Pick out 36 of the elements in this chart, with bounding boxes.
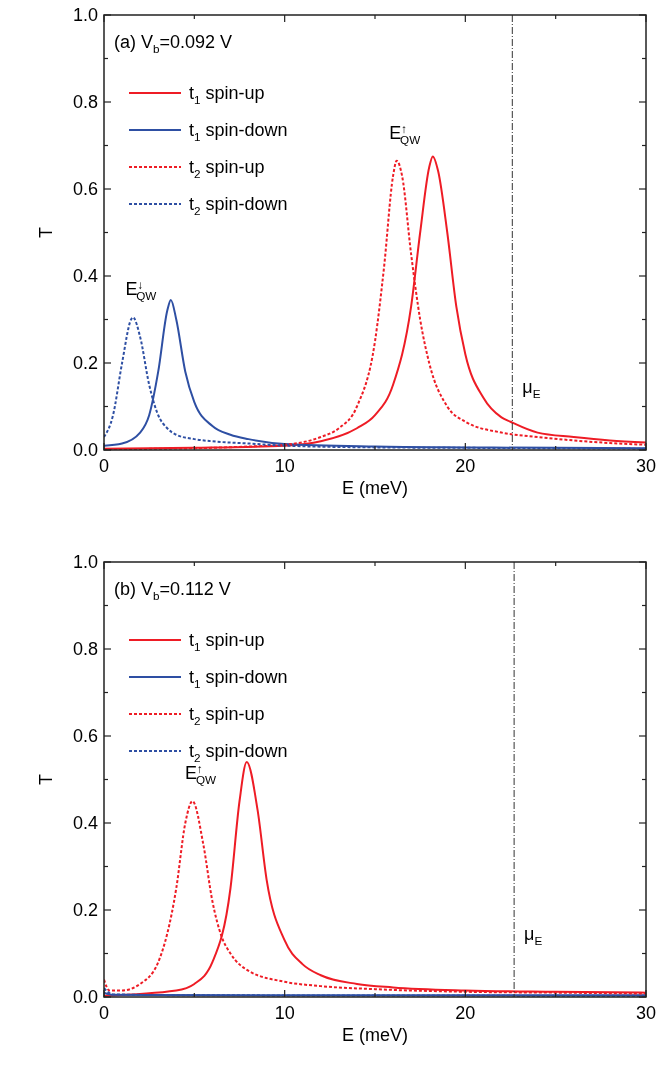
legend-label: t$_{1}$ spin-up: [189, 83, 265, 106]
y-tick-label: 0.8: [72, 639, 98, 659]
legend-label: t$_{1}$ spin-down: [189, 667, 288, 690]
legend-label: t$_{2}$ spin-up: [189, 704, 265, 727]
x-tick-label: 10: [274, 1003, 295, 1023]
y-tick-label: 0.4: [72, 813, 98, 833]
y-tick-label: 0.2: [72, 900, 98, 920]
x-axis-title: E (meV): [341, 1025, 409, 1045]
legend-label: t$_{2}$ spin-up: [189, 157, 265, 180]
y-tick-label: 0.8: [72, 92, 98, 112]
y-axis-title: T: [36, 774, 56, 785]
text: (a) V$_{b}$=0.092 V: [114, 32, 233, 55]
ref-line-label: μ$_{E}$: [524, 924, 543, 948]
x-tick-label: 10: [274, 456, 295, 476]
legend-label: t$_{1}$ spin-up: [189, 630, 265, 653]
y-tick-label: 0.2: [72, 353, 98, 373]
legend-label: t$_{2}$ spin-down: [189, 194, 288, 217]
y-tick-label: 1.0: [72, 552, 98, 572]
text: (b) V$_{b}$=0.112 V: [114, 579, 231, 602]
y-axis-title: T: [36, 227, 56, 238]
y-tick-label: 0.6: [72, 726, 98, 746]
legend-label: t$_{1}$ spin-down: [189, 120, 288, 143]
y-tick-label: 0.0: [72, 987, 98, 1007]
x-tick-label: 30: [635, 1003, 657, 1023]
y-tick-label: 0.4: [72, 266, 98, 286]
x-tick-label: 0: [98, 1003, 110, 1023]
x-tick-label: 30: [635, 456, 657, 476]
y-tick-label: 0.6: [72, 179, 98, 199]
legend-label: t$_{2}$ spin-down: [189, 741, 288, 764]
y-tick-label: 1.0: [72, 5, 98, 25]
y-tick-label: 0.0: [72, 440, 98, 460]
x-axis-title: E (meV): [341, 478, 409, 498]
ref-line-label: μ$_{E}$: [522, 377, 541, 401]
x-tick-label: 0: [98, 456, 110, 476]
x-tick-label: 20: [455, 456, 476, 476]
x-tick-label: 20: [455, 1003, 476, 1023]
